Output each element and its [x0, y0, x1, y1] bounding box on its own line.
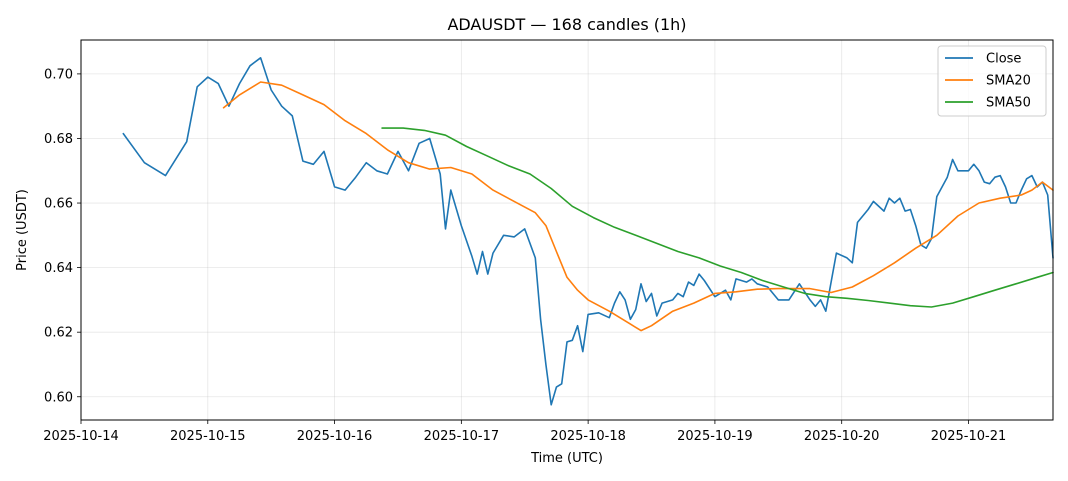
legend-label-close: Close [986, 52, 1021, 67]
plot-lines [122, 57, 1054, 406]
y-tick-label: 0.68 [44, 132, 73, 147]
x-tick-label: 2025-10-15 [170, 429, 246, 444]
plot-frame [80, 39, 1054, 421]
y-tick-label: 0.64 [44, 261, 73, 276]
y-tick-label: 0.60 [44, 390, 73, 405]
y-tick-label: 0.70 [44, 67, 73, 82]
x-tick-label: 2025-10-19 [677, 429, 753, 444]
x-tick-label: 2025-10-17 [424, 429, 500, 444]
x-tick-label: 2025-10-14 [43, 429, 119, 444]
series-line-close [122, 57, 1054, 406]
series-line-sma20 [222, 81, 1054, 332]
x-tick-label: 2025-10-18 [550, 429, 626, 444]
x-axis: 2025-10-14 2025-10-15 2025-10-16 2025-10-17… [43, 420, 1006, 444]
y-tick-label: 0.62 [44, 326, 73, 341]
legend-label-sma20: SMA20 [986, 74, 1031, 89]
y-axis-label: Price (USDT) [15, 189, 30, 271]
x-tick-label: 2025-10-16 [297, 429, 373, 444]
x-axis-label: Time (UTC) [530, 451, 603, 466]
x-tick-label: 2025-10-21 [931, 429, 1007, 444]
legend-frame [937, 45, 1047, 117]
chart-title: ADAUSDT — 168 candles (1h) [447, 15, 686, 34]
y-axis: 0.60 0.62 0.64 0.66 0.68 0.70 [44, 67, 81, 405]
legend: Close SMA20 SMA50 [937, 45, 1047, 117]
grid [80, 40, 1053, 420]
x-tick-label: 2025-10-20 [804, 429, 880, 444]
y-tick-label: 0.66 [44, 197, 73, 212]
series-line-sma50 [381, 127, 1054, 308]
legend-label-sma50: SMA50 [986, 96, 1031, 111]
